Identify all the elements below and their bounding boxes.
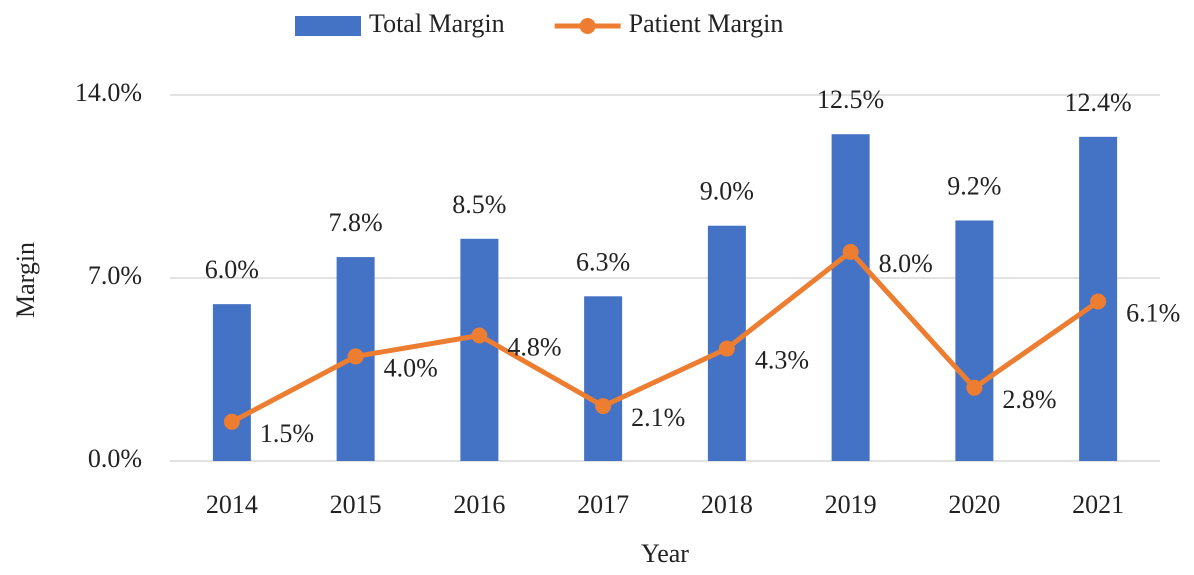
line-value-label: 1.5% xyxy=(260,419,314,448)
line-value-label: 2.8% xyxy=(1002,385,1056,414)
line-value-label: 4.0% xyxy=(384,353,438,382)
bar-value-label: 6.0% xyxy=(205,255,259,284)
x-tick-label: 2015 xyxy=(330,490,382,519)
x-tick-label: 2019 xyxy=(825,490,877,519)
line xyxy=(230,249,1100,424)
bar xyxy=(460,238,499,461)
y-tick-label: 14.0% xyxy=(75,78,142,107)
line-point xyxy=(1090,293,1107,310)
legend-label: Patient Margin xyxy=(629,9,784,38)
line-value-label: 2.1% xyxy=(631,403,685,432)
line-value-label: 4.3% xyxy=(755,346,809,375)
x-tick-label: 2016 xyxy=(453,490,505,519)
x-axis-title: Year xyxy=(641,539,689,568)
bar-value-label: 12.5% xyxy=(817,85,884,114)
y-axis-title: Margin xyxy=(11,242,40,318)
bar xyxy=(212,304,251,461)
line-point xyxy=(347,348,364,365)
legend-swatch xyxy=(295,16,361,36)
bar-value-label: 6.3% xyxy=(576,247,630,276)
line-point xyxy=(471,327,488,344)
x-tick-label: 2017 xyxy=(577,490,629,519)
x-tick-label: 2021 xyxy=(1072,490,1124,519)
x-tick-label: 2014 xyxy=(206,490,258,519)
bar xyxy=(955,220,994,461)
line-point xyxy=(595,398,612,415)
bar-value-label: 9.0% xyxy=(700,177,754,206)
bar-value-label: 8.5% xyxy=(452,190,506,219)
bar-value-label: 12.4% xyxy=(1065,88,1132,117)
y-tick-label: 7.0% xyxy=(88,261,142,290)
x-tick-label: 2020 xyxy=(948,490,1000,519)
line-value-label: 8.0% xyxy=(879,249,933,278)
line-point xyxy=(842,243,859,260)
legend-label: Total Margin xyxy=(369,9,505,38)
bar-value-label: 9.2% xyxy=(947,171,1001,200)
bar-value-label: 7.8% xyxy=(329,208,383,237)
line-point xyxy=(718,340,735,357)
x-tick-label: 2018 xyxy=(701,490,753,519)
y-tick-label: 0.0% xyxy=(88,444,142,473)
bar xyxy=(831,134,870,461)
line-value-label: 6.1% xyxy=(1126,298,1180,327)
legend-swatch-point xyxy=(579,18,596,34)
bar xyxy=(584,296,623,461)
line-value-label: 4.8% xyxy=(507,332,561,361)
line-point xyxy=(966,379,983,396)
line-point xyxy=(223,413,240,430)
